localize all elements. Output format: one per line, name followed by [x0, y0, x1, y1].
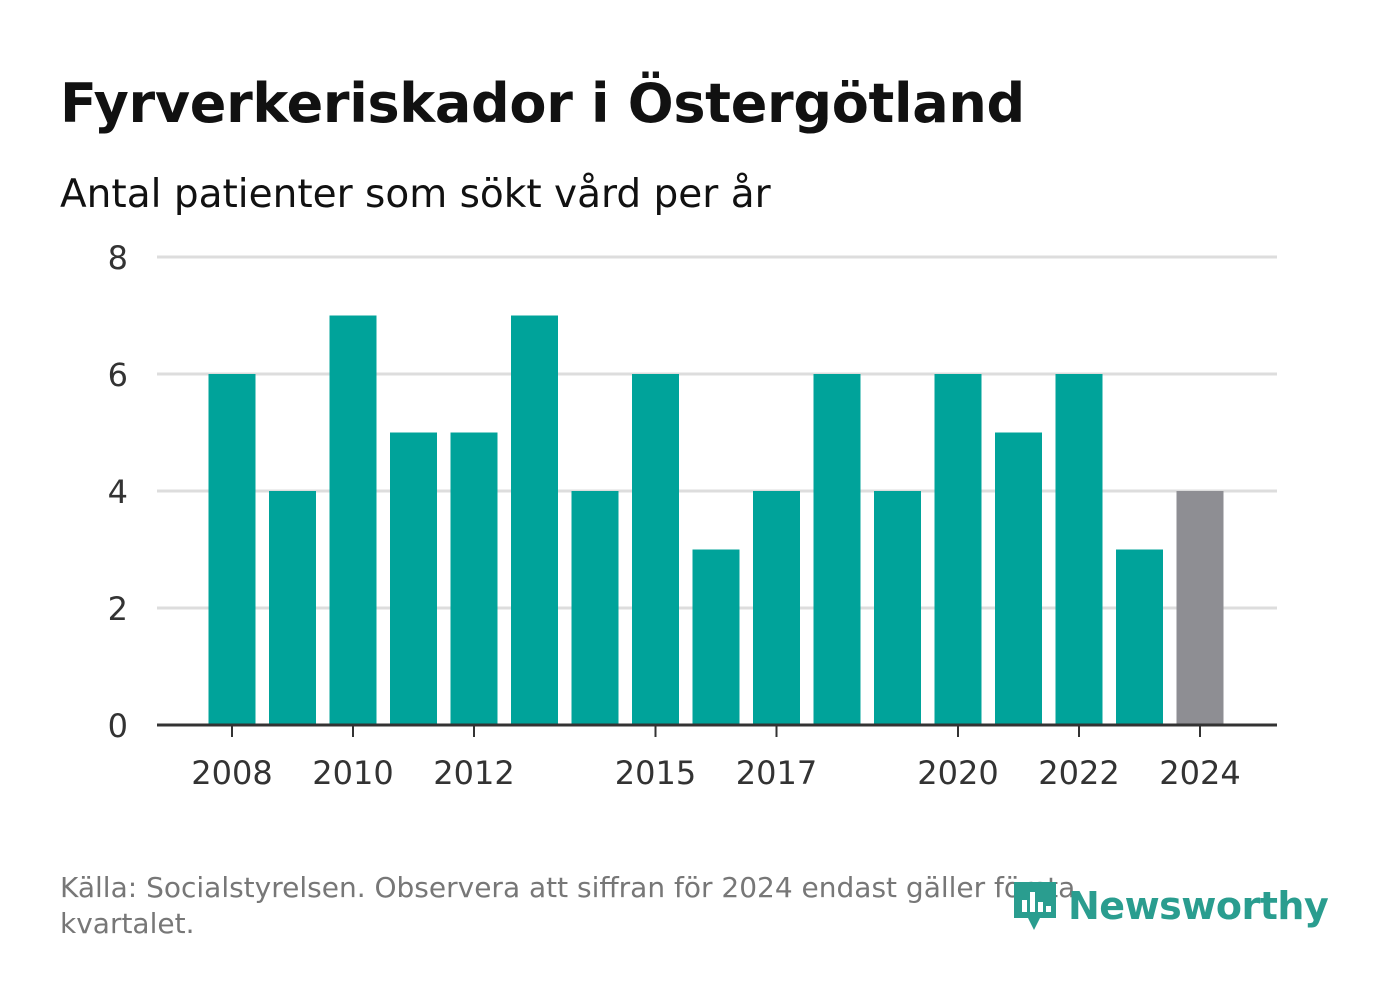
bar-2012: [450, 432, 498, 725]
y-tick-label: 6: [108, 356, 128, 394]
bar-2016: [692, 549, 740, 725]
bar-2011: [390, 432, 437, 725]
bar-2021: [995, 432, 1042, 725]
logo-text: Newsworthy: [1068, 884, 1329, 928]
bar-2017: [753, 491, 800, 725]
bar-2014: [571, 491, 619, 725]
x-tick-label: 2017: [736, 754, 817, 792]
y-tick-label: 2: [108, 590, 128, 628]
bars: [208, 315, 1224, 725]
bar-2024: [1176, 491, 1224, 725]
y-axis: 0 2 4 6 8: [108, 239, 128, 745]
source-note: Källa: Socialstyrelsen. Observera att si…: [60, 871, 1076, 940]
x-tick-label: 2022: [1038, 754, 1119, 792]
bar-2015: [632, 374, 679, 725]
y-tick-label: 4: [108, 473, 128, 511]
x-tick-label: 2012: [433, 754, 514, 792]
x-tick-label: 2008: [191, 754, 272, 792]
bar-2023: [1116, 549, 1163, 725]
x-tick-label: 2015: [615, 754, 696, 792]
x-tick-label: 2010: [312, 754, 393, 792]
bar-2010: [329, 315, 377, 725]
bar-2018: [813, 374, 861, 725]
chart-subtitle: Antal patienter som sökt vård per år: [60, 172, 771, 217]
x-axis: 2008 2010 2012 2015 2017 2020 2022 2024: [157, 723, 1277, 792]
x-tick-label: 2024: [1159, 754, 1240, 792]
bar-2019: [874, 491, 921, 725]
bar-2022: [1055, 374, 1103, 725]
x-tick-label: 2020: [917, 754, 998, 792]
chart-title: Fyrverkeriskador i Östergötland: [60, 72, 1025, 135]
bar-2008: [208, 374, 256, 725]
y-tick-label: 8: [108, 239, 128, 277]
speech-bubble-chart-icon: [1014, 882, 1056, 930]
y-tick-label: 0: [108, 707, 128, 745]
newsworthy-logo: Newsworthy: [1010, 878, 1329, 934]
bar-2009: [269, 491, 316, 725]
bar-2020: [934, 374, 982, 725]
bar-2013: [511, 315, 558, 725]
